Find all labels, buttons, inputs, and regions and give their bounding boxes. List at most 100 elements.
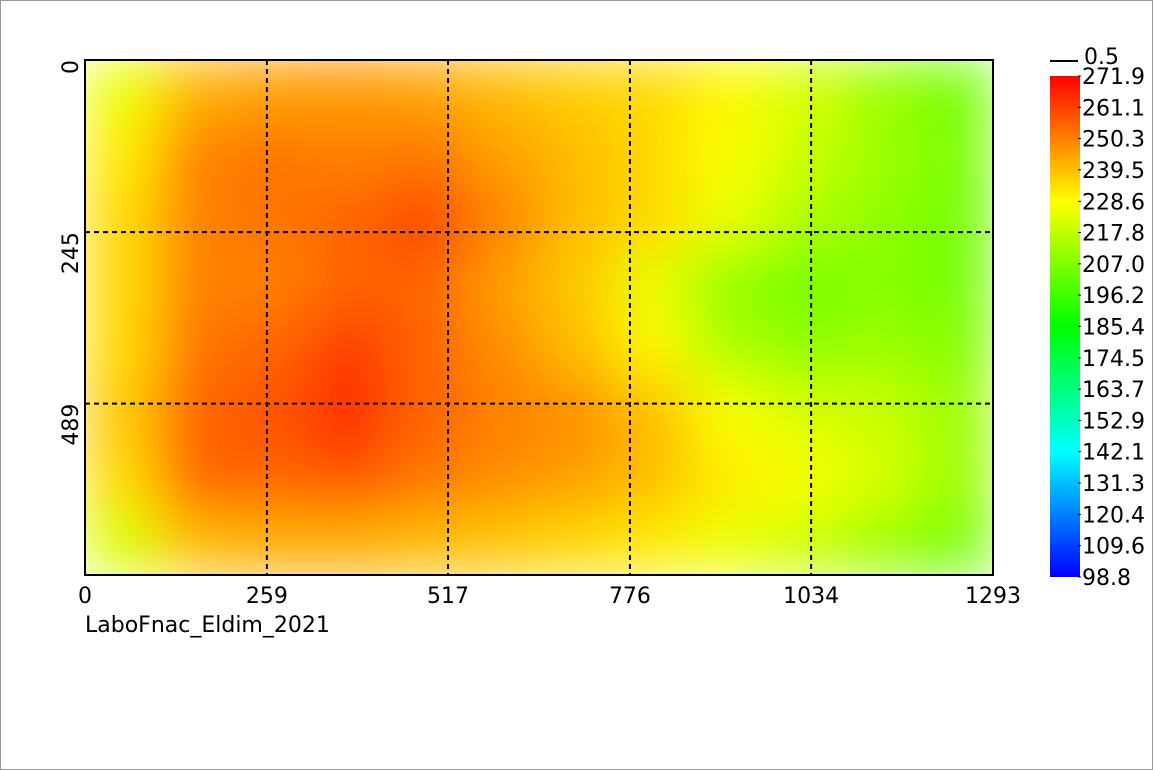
colorbar-tick-label: 250.3 (1082, 128, 1145, 153)
heat-cell (841, 381, 918, 447)
colorbar-tick-label: 271.9 (1082, 65, 1145, 90)
heat-cell (160, 510, 237, 575)
heat-cell (387, 381, 464, 447)
heat-cell (841, 123, 918, 190)
heat-cell (765, 510, 843, 575)
heat-cell (916, 188, 993, 254)
heat-cell (235, 252, 313, 318)
heat-cell (387, 123, 464, 190)
heat-cell (160, 317, 237, 383)
x-tick-label: 1034 (783, 584, 839, 609)
colorbar-tick-label: 142.1 (1082, 441, 1145, 466)
colorbar-tick-label: 174.5 (1082, 347, 1145, 372)
heat-cell (235, 510, 313, 575)
y-tick-label: 489 (59, 404, 84, 446)
heat-cell (614, 123, 691, 190)
heat-cell (387, 188, 464, 254)
heat-cell (311, 445, 389, 512)
x-tick-label: 0 (78, 584, 92, 609)
heat-cell (916, 381, 993, 447)
x-tick-label: 1293 (965, 584, 1021, 609)
heat-cell (614, 510, 691, 575)
heat-cell (160, 381, 237, 447)
heat-cell (387, 445, 464, 512)
heat-cell (311, 188, 389, 254)
heat-cell (765, 317, 843, 383)
heat-cell (387, 510, 464, 575)
heat-cell (765, 60, 843, 125)
colorbar-tick-label: 98.8 (1082, 566, 1131, 591)
heat-cell (311, 252, 389, 318)
heat-cell (387, 317, 464, 383)
heat-cell (841, 60, 918, 125)
heat-cell (462, 188, 540, 254)
heat-cell (614, 60, 691, 125)
heat-cell (841, 252, 918, 318)
heat-cell (235, 445, 313, 512)
heat-cell (916, 60, 993, 125)
heat-cell (85, 381, 162, 447)
colorbar-tick-label: 131.3 (1082, 472, 1145, 497)
heat-cell (311, 60, 389, 125)
heat-cell (538, 510, 616, 575)
heat-cell (85, 317, 162, 383)
heat-cell (765, 445, 843, 512)
colorbar-tick-label: 228.6 (1082, 190, 1145, 215)
y-tick-label: 0 (59, 60, 84, 74)
heat-cell (387, 60, 464, 125)
heat-cell (916, 123, 993, 190)
colorbar (1050, 76, 1080, 577)
heat-cell (311, 317, 389, 383)
heat-cell (85, 252, 162, 318)
heat-cell (689, 381, 767, 447)
plot-frame (84, 59, 994, 576)
heat-cell (160, 123, 237, 190)
heat-cell (841, 445, 918, 512)
heat-cell (916, 445, 993, 512)
heat-cell (85, 510, 162, 575)
heat-cell (160, 60, 237, 125)
heat-cell (311, 123, 389, 190)
heat-cell (538, 188, 616, 254)
colorbar-tick-label: 239.5 (1082, 159, 1145, 184)
heat-cell (462, 445, 540, 512)
heat-cell (689, 510, 767, 575)
heat-cell (160, 445, 237, 512)
heat-cell (614, 317, 691, 383)
heat-cell (462, 317, 540, 383)
heat-cell (689, 60, 767, 125)
heat-cell (85, 60, 162, 125)
heat-cell (765, 123, 843, 190)
heat-cell (614, 188, 691, 254)
heat-cell (462, 60, 540, 125)
heat-cell (85, 123, 162, 190)
heat-cell (235, 60, 313, 125)
heat-cell (538, 252, 616, 318)
heat-cell (765, 252, 843, 318)
x-tick-label: 259 (246, 584, 288, 609)
heat-cell (462, 510, 540, 575)
heat-cell (538, 445, 616, 512)
heat-cell (387, 252, 464, 318)
heat-cell (765, 188, 843, 254)
colorbar-tick-label: 109.6 (1082, 535, 1145, 560)
heat-cell (538, 317, 616, 383)
x-tick-label: 517 (427, 584, 469, 609)
heat-cell (235, 188, 313, 254)
heat-cell (614, 445, 691, 512)
heat-cell (689, 317, 767, 383)
heat-cell (462, 252, 540, 318)
colorbar-tick-label: 120.4 (1082, 503, 1145, 528)
heat-cell (311, 381, 389, 447)
legend-label: 0.5 (1084, 45, 1119, 70)
caption: LaboFnac_Eldim_2021 (85, 613, 330, 638)
heat-cell (538, 60, 616, 125)
heat-cell (235, 381, 313, 447)
heat-cell (160, 188, 237, 254)
heat-cell (916, 252, 993, 318)
heat-cell (916, 510, 993, 575)
x-tick-label: 776 (609, 584, 651, 609)
heat-cell (235, 317, 313, 383)
colorbar-tick-label: 185.4 (1082, 315, 1145, 340)
